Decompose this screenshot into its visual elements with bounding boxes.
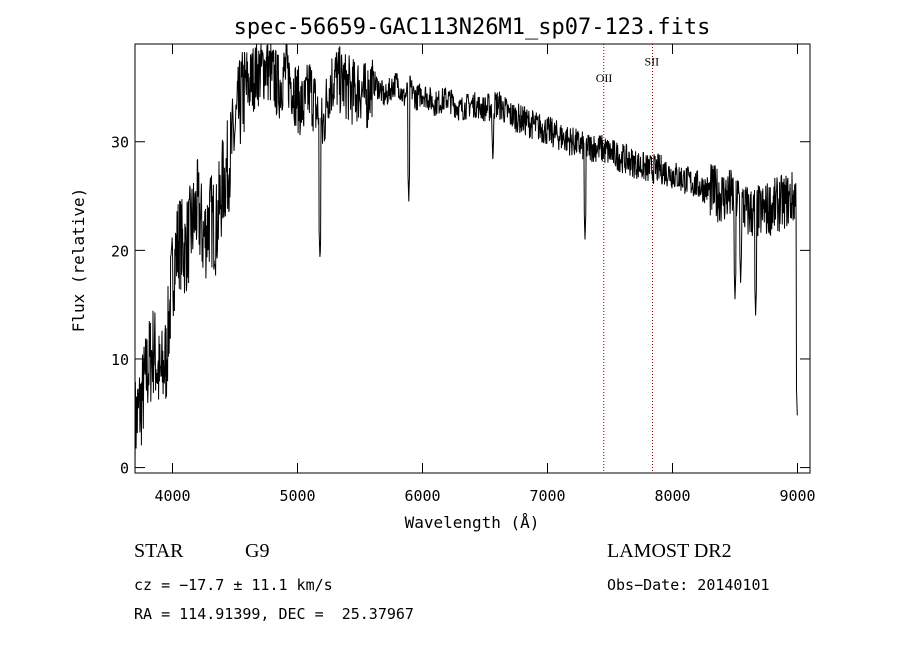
x-tick-label: 7000 [529,487,565,505]
object-class-label: STAR [134,540,184,562]
axis-ticks: 4000 5000 6000 7000 8000 9000 0 10 20 30 [111,44,816,505]
y-tick-label: 20 [111,242,129,260]
y-tick-label: 0 [120,460,129,478]
x-tick-label: 5000 [279,487,315,505]
y-tick-label: 30 [111,134,129,152]
subclass-label: G9 [245,540,270,562]
spectrum-line [134,43,798,474]
x-tick-label: 9000 [779,487,815,505]
x-tick-label: 4000 [154,487,190,505]
x-tick-label: 6000 [404,487,440,505]
line-annotation: SII [645,55,660,69]
chart-title: spec-56659-GAC113N26M1_sp07-123.fits [234,15,711,40]
line-annotation: OII [596,71,613,85]
y-axis-label: Flux (relative) [69,188,88,333]
spectrum-series [134,43,798,474]
x-axis-label: Wavelength (Å) [405,513,540,532]
x-tick-label: 8000 [654,487,690,505]
coordinates-label: RA = 114.91399, DEC = 25.37967 [134,605,414,623]
plot-frame [134,43,811,474]
emission-line-markers: OII SII [596,44,659,473]
observation-date-label: Obs−Date: 20140101 [607,576,770,594]
redshift-velocity-label: cz = −17.7 ± 11.1 km/s [134,576,333,594]
y-tick-label: 10 [111,351,129,369]
survey-label: LAMOST DR2 [607,540,732,562]
